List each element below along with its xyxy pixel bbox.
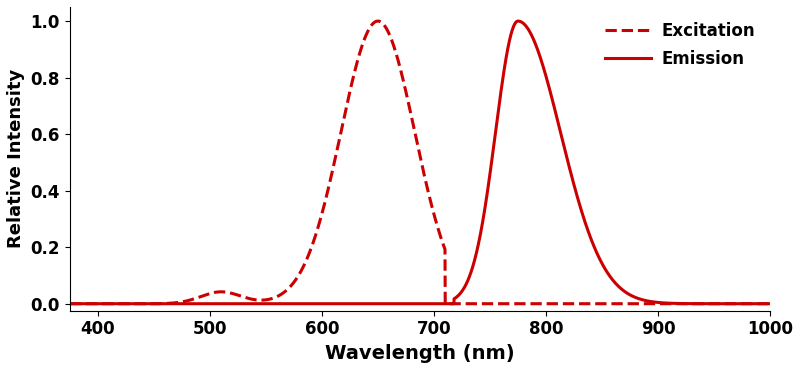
Emission: [334, 302, 343, 306]
Excitation: [145, 302, 154, 306]
Line: Excitation: Excitation: [70, 21, 770, 304]
Excitation: [373, 19, 382, 23]
Excitation: [766, 302, 775, 306]
Excitation: [65, 302, 74, 306]
Emission: [186, 302, 196, 306]
Excitation: [752, 302, 762, 306]
Line: Emission: Emission: [70, 21, 770, 304]
Emission: [65, 302, 74, 306]
Excitation: [676, 302, 686, 306]
X-axis label: Wavelength (nm): Wavelength (nm): [325, 344, 514, 363]
Y-axis label: Relative Intensity: Relative Intensity: [7, 69, 25, 249]
Emission: [752, 302, 762, 306]
Legend: Excitation, Emission: Excitation, Emission: [598, 15, 762, 75]
Emission: [364, 302, 374, 306]
Emission: [676, 301, 686, 306]
Excitation: [364, 27, 374, 32]
Emission: [514, 19, 523, 23]
Excitation: [334, 142, 343, 147]
Excitation: [186, 297, 196, 302]
Emission: [766, 302, 775, 306]
Emission: [145, 302, 154, 306]
